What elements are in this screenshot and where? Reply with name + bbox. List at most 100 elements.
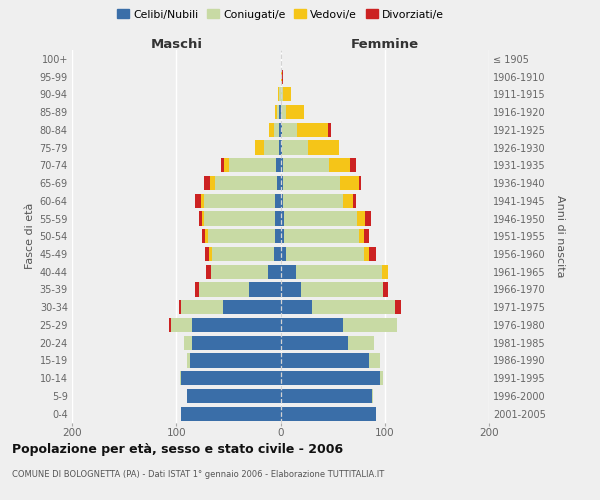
Bar [350,158,356,172]
Bar [286,247,364,261]
Y-axis label: Anni di nascita: Anni di nascita [556,195,565,278]
Bar [275,229,281,244]
Bar [281,300,312,314]
Bar [353,194,356,208]
Bar [340,176,359,190]
Y-axis label: Fasce di età: Fasce di età [25,203,35,270]
Bar [187,354,190,368]
Bar [221,158,224,172]
Text: Popolazione per età, sesso e stato civile - 2006: Popolazione per età, sesso e stato civil… [12,442,343,456]
Bar [281,406,376,420]
Text: COMUNE DI BOLOGNETTA (PA) - Dati ISTAT 1° gennaio 2006 - Elaborazione TUTTITALIA: COMUNE DI BOLOGNETTA (PA) - Dati ISTAT 1… [12,470,384,479]
Bar [208,229,275,244]
Bar [268,264,281,279]
Bar [281,70,283,84]
Bar [296,264,382,279]
Bar [280,140,281,154]
Bar [223,300,281,314]
Bar [181,300,223,314]
Bar [283,194,343,208]
Bar [364,229,369,244]
Bar [281,87,283,102]
Bar [281,105,286,119]
Bar [286,105,304,119]
Text: Maschi: Maschi [150,38,202,51]
Bar [205,194,275,208]
Bar [281,176,283,190]
Bar [359,176,361,190]
Bar [171,318,192,332]
Bar [184,336,192,350]
Bar [281,194,283,208]
Bar [281,371,380,385]
Bar [356,212,365,226]
Bar [283,176,340,190]
Bar [275,212,281,226]
Bar [280,87,281,102]
Bar [281,122,297,137]
Bar [192,318,281,332]
Bar [382,264,388,279]
Bar [215,176,277,190]
Bar [281,318,343,332]
Bar [278,87,280,102]
Bar [343,194,353,208]
Bar [312,300,395,314]
Bar [205,247,209,261]
Bar [224,158,229,172]
Bar [281,389,372,403]
Bar [274,247,281,261]
Bar [283,158,329,172]
Bar [212,247,274,261]
Bar [383,282,388,296]
Text: Femmine: Femmine [350,38,419,51]
Bar [348,336,374,350]
Bar [274,122,280,137]
Bar [359,229,364,244]
Bar [192,336,281,350]
Bar [275,194,281,208]
Bar [209,247,212,261]
Bar [205,212,275,226]
Bar [277,105,280,119]
Bar [249,282,281,296]
Bar [284,229,359,244]
Bar [284,212,356,226]
Bar [280,122,281,137]
Bar [195,194,201,208]
Bar [281,336,348,350]
Bar [202,212,205,226]
Bar [281,158,283,172]
Bar [280,105,281,119]
Bar [301,282,383,296]
Bar [281,264,296,279]
Bar [380,371,383,385]
Bar [281,229,284,244]
Bar [181,406,281,420]
Bar [369,354,380,368]
Bar [277,158,281,172]
Bar [205,229,208,244]
Bar [281,354,369,368]
Bar [181,371,281,385]
Bar [395,300,401,314]
Bar [187,389,281,403]
Bar [209,176,215,190]
Bar [211,264,268,279]
Bar [205,176,209,190]
Bar [365,212,371,226]
Bar [202,229,205,244]
Bar [179,300,181,314]
Bar [372,389,373,403]
Bar [169,318,171,332]
Bar [364,247,369,261]
Bar [201,194,205,208]
Bar [281,247,286,261]
Bar [264,140,280,154]
Bar [343,318,397,332]
Bar [369,247,376,261]
Bar [329,158,350,172]
Bar [297,122,328,137]
Bar [229,158,277,172]
Bar [308,140,339,154]
